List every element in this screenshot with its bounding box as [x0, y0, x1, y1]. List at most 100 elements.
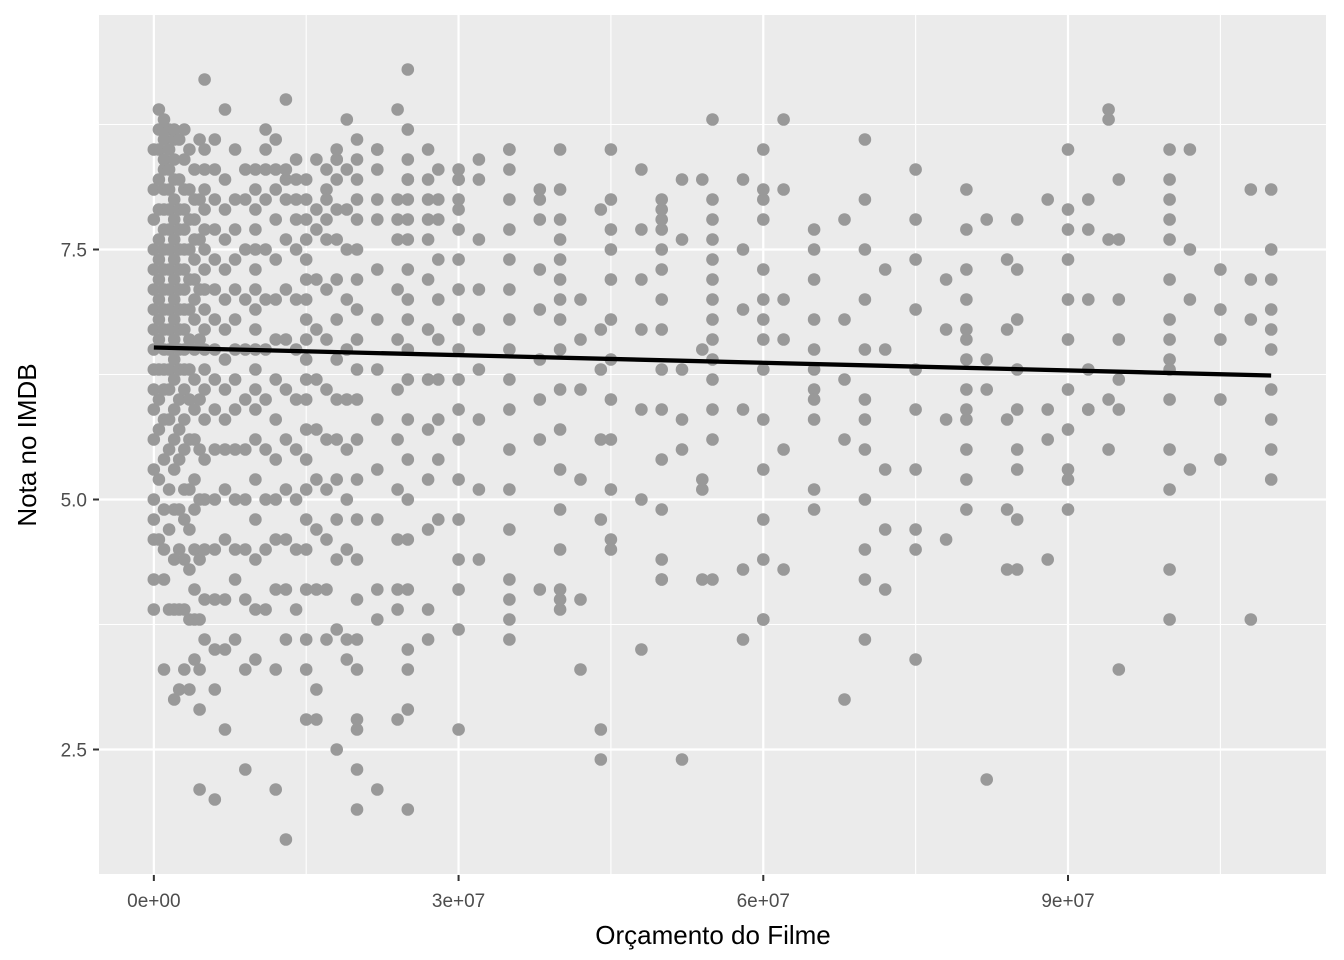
data-point	[1061, 143, 1075, 156]
data-point	[533, 193, 547, 206]
data-point	[452, 313, 465, 326]
data-point	[198, 263, 211, 276]
data-point	[452, 623, 465, 636]
data-point	[1214, 303, 1227, 316]
data-point	[858, 343, 872, 356]
data-point	[706, 333, 719, 346]
data-point	[391, 283, 404, 296]
y-axis: 2.5 5.0 7.5	[61, 241, 99, 762]
data-point	[218, 593, 232, 606]
data-point	[1112, 663, 1126, 676]
data-point	[249, 473, 262, 486]
data-point	[279, 193, 293, 206]
data-point	[299, 633, 313, 646]
data-point	[452, 473, 465, 486]
data-point	[310, 683, 323, 696]
data-point	[289, 243, 303, 256]
data-point	[249, 553, 262, 566]
data-point	[320, 193, 333, 206]
x-tick-label: 0e+00	[127, 891, 180, 912]
data-point	[162, 443, 176, 456]
data-point	[1061, 463, 1075, 476]
data-point	[1214, 333, 1227, 346]
data-point	[878, 343, 892, 356]
data-point	[553, 423, 567, 436]
data-point	[736, 173, 750, 186]
data-point	[218, 293, 232, 306]
data-point	[152, 103, 166, 116]
data-point	[706, 233, 719, 246]
data-point	[178, 283, 191, 296]
data-point	[193, 663, 206, 676]
data-point	[1010, 263, 1024, 276]
data-point	[706, 253, 719, 266]
data-point	[299, 513, 313, 526]
data-point	[178, 123, 191, 136]
data-point	[239, 393, 252, 406]
data-point	[858, 543, 872, 556]
data-point	[655, 453, 668, 466]
data-point	[909, 653, 922, 666]
data-point	[1082, 403, 1095, 416]
data-point	[675, 173, 689, 186]
data-point	[147, 243, 161, 256]
data-point	[503, 193, 516, 206]
data-point	[807, 223, 821, 236]
data-point	[259, 243, 272, 256]
data-point	[371, 583, 384, 596]
data-point	[188, 543, 201, 556]
data-point	[299, 423, 313, 436]
data-point	[401, 803, 415, 816]
data-point	[371, 363, 384, 376]
data-point	[452, 343, 465, 356]
data-point	[1010, 463, 1024, 476]
data-point	[183, 303, 196, 316]
data-point	[1163, 173, 1176, 186]
data-point	[452, 283, 465, 296]
data-point	[162, 263, 176, 276]
data-point	[736, 303, 750, 316]
data-point	[193, 393, 206, 406]
data-point	[604, 273, 618, 286]
data-point	[503, 253, 516, 266]
data-point	[401, 233, 415, 246]
data-point	[350, 763, 364, 776]
data-point	[452, 203, 465, 216]
data-point	[655, 223, 668, 236]
data-point	[553, 273, 567, 286]
data-point	[736, 243, 750, 256]
data-point	[198, 493, 211, 506]
data-point	[858, 633, 872, 646]
data-point	[228, 193, 242, 206]
data-point	[696, 483, 709, 496]
trend-line	[153, 345, 1272, 378]
data-point	[1010, 403, 1024, 416]
data-point	[198, 383, 211, 396]
data-point	[249, 243, 262, 256]
data-point	[757, 363, 770, 376]
data-point	[193, 443, 206, 456]
data-point	[162, 523, 176, 536]
data-point	[452, 173, 465, 186]
data-point	[503, 573, 516, 586]
data-point	[401, 193, 415, 206]
data-point	[503, 633, 516, 646]
data-point	[1112, 373, 1126, 386]
data-point	[350, 513, 364, 526]
data-point	[269, 533, 283, 546]
data-point	[259, 443, 272, 456]
data-point	[172, 543, 186, 556]
data-point	[249, 183, 262, 196]
data-point	[183, 363, 196, 376]
data-point	[228, 373, 242, 386]
data-point	[218, 413, 232, 426]
data-point	[350, 363, 364, 376]
data-point	[421, 143, 435, 156]
data-point	[706, 193, 719, 206]
data-point	[340, 393, 354, 406]
data-point	[249, 283, 262, 296]
data-point	[757, 513, 770, 526]
data-point	[757, 613, 770, 626]
data-point	[391, 383, 404, 396]
data-point	[960, 353, 973, 366]
